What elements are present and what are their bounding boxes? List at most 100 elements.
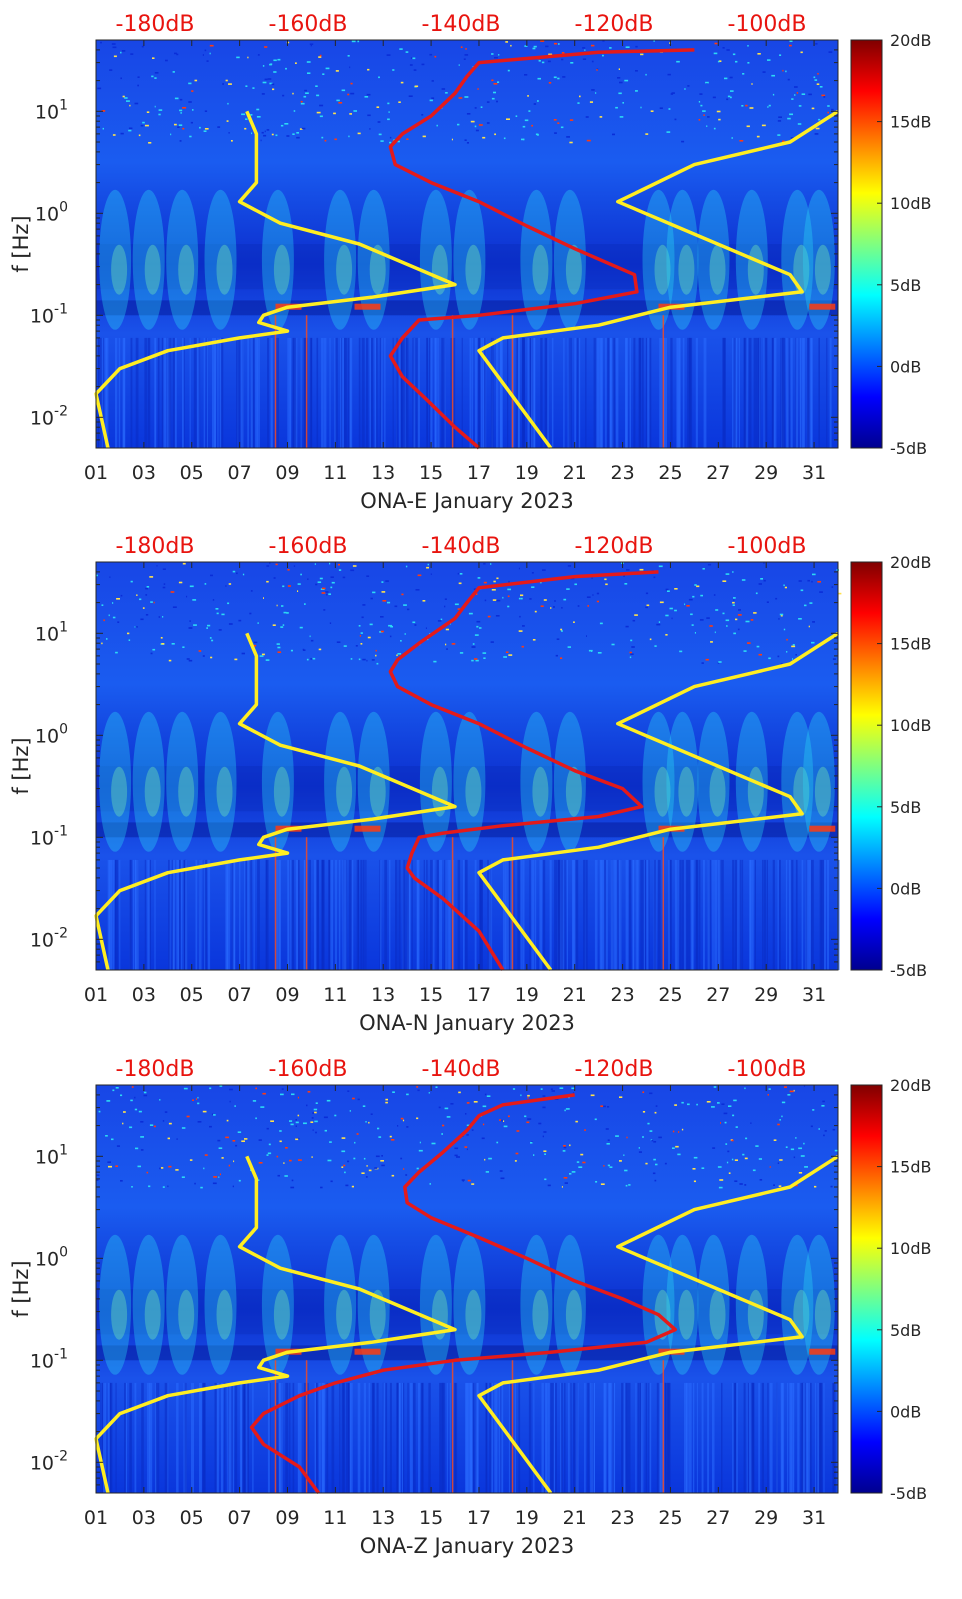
heatmap-streak	[430, 859, 434, 970]
heatmap-speckle	[281, 605, 284, 607]
heatmap-streak	[668, 859, 671, 970]
heatmap-speckle	[556, 638, 560, 640]
heatmap-speckle	[647, 1122, 650, 1125]
heatmap-streak	[435, 337, 438, 448]
heatmap-speckle	[772, 93, 775, 96]
heatmap-speckle	[565, 1108, 570, 1110]
heatmap-speckle	[210, 656, 213, 659]
heatmap-streak	[298, 1382, 302, 1493]
heatmap-speckle	[659, 601, 664, 604]
heatmap-speckle	[521, 138, 525, 141]
heatmap-speckle	[298, 1159, 302, 1161]
heatmap-speckle	[737, 628, 740, 631]
heatmap-speckle	[101, 110, 106, 112]
heatmap-streak	[769, 1382, 773, 1493]
top-axis-label: -120dB	[575, 534, 654, 559]
heatmap-speckle	[789, 44, 792, 47]
heatmap-speckle	[807, 579, 810, 582]
colorbar-label: 15dB	[890, 1158, 932, 1177]
heatmap-streak	[184, 1382, 187, 1493]
heatmap-speckle	[573, 621, 575, 623]
heatmap-streak	[238, 337, 241, 448]
heatmap-speckle	[112, 616, 116, 619]
heatmap-streak	[227, 859, 231, 970]
heatmap-speckle	[314, 563, 316, 565]
y-tick-label: 101	[35, 619, 68, 645]
heatmap-speckle	[477, 88, 479, 90]
heatmap-speckle	[263, 134, 267, 137]
heatmap-speckle	[446, 648, 448, 650]
heatmap-speckle	[396, 654, 398, 657]
heatmap-speckle	[486, 101, 490, 103]
heatmap-plume-core	[565, 766, 582, 817]
heatmap-speckle	[548, 53, 553, 56]
heatmap-speckle	[349, 66, 351, 69]
heatmap-streak	[534, 859, 537, 970]
heatmap-plume-core	[565, 1289, 582, 1340]
heatmap-streak	[703, 859, 705, 970]
heatmap-speckle	[281, 1088, 284, 1090]
heatmap-speckle	[295, 1119, 297, 1121]
heatmap-speckle	[330, 1180, 333, 1183]
heatmap-streak	[401, 1382, 403, 1493]
heatmap-speckle	[482, 652, 487, 654]
heatmap-streak	[809, 1382, 812, 1493]
heatmap-streak	[134, 859, 138, 970]
colorbar-label: 20dB	[890, 553, 932, 572]
heatmap-speckle	[804, 1166, 808, 1168]
heatmap-streak	[648, 859, 650, 970]
heatmap-speckle	[706, 617, 710, 619]
heatmap-streak	[148, 1382, 150, 1493]
heatmap-speckle	[388, 624, 392, 627]
colorbar-label: 0dB	[890, 357, 921, 376]
heatmap-speckle	[418, 1149, 423, 1152]
heatmap-speckle	[629, 656, 632, 659]
heatmap-streak	[321, 859, 323, 970]
heatmap-speckle	[152, 648, 156, 651]
heatmap-speckle	[817, 73, 819, 75]
heatmap-streak	[587, 1382, 590, 1493]
heatmap-streak	[428, 1382, 431, 1493]
heatmap-streak	[250, 337, 253, 448]
heatmap-streak	[129, 859, 133, 970]
heatmap-speckle	[333, 112, 336, 115]
heatmap-speckle	[215, 608, 219, 610]
heatmap-speckle	[349, 113, 352, 115]
heatmap-streak	[645, 337, 648, 448]
heatmap-streak	[612, 1382, 614, 1493]
heatmap-plume	[697, 189, 730, 330]
heatmap-speckle	[296, 132, 299, 134]
heatmap-streak	[287, 337, 290, 448]
heatmap-streak	[463, 859, 465, 970]
heatmap-speckle	[696, 1103, 698, 1106]
heatmap-speckle	[490, 641, 494, 643]
heatmap-speckle	[496, 599, 501, 602]
colorbar-label: 5dB	[890, 1321, 921, 1340]
heatmap-speckle	[732, 53, 736, 56]
heatmap-streak	[157, 337, 160, 448]
heatmap-speckle	[650, 110, 654, 112]
heatmap-streak	[112, 859, 115, 970]
heatmap-streak	[396, 337, 398, 448]
heatmap-speckle	[739, 140, 744, 142]
heatmap-speckle	[744, 1087, 746, 1090]
top-axis-label: -120dB	[575, 12, 654, 37]
heatmap-speckle	[713, 594, 716, 596]
heatmap-speckle	[121, 50, 126, 52]
heatmap-streak	[744, 337, 747, 448]
heatmap-streak	[135, 337, 139, 448]
heatmap-speckle	[668, 108, 671, 110]
heatmap-streak	[641, 337, 644, 448]
heatmap-speckle	[338, 569, 342, 571]
heatmap-speckle	[96, 1174, 100, 1176]
x-tick-label: 07	[228, 984, 252, 1006]
heatmap-speckle	[189, 135, 192, 138]
heatmap-speckle	[349, 1110, 351, 1112]
heatmap-speckle	[463, 58, 466, 60]
heatmap-speckle	[635, 90, 638, 92]
heatmap-speckle	[790, 1148, 795, 1151]
heatmap-speckle	[300, 573, 302, 576]
heatmap-speckle	[377, 121, 381, 123]
x-tick-label: 25	[658, 1507, 682, 1529]
heatmap-speckle	[793, 1156, 796, 1159]
